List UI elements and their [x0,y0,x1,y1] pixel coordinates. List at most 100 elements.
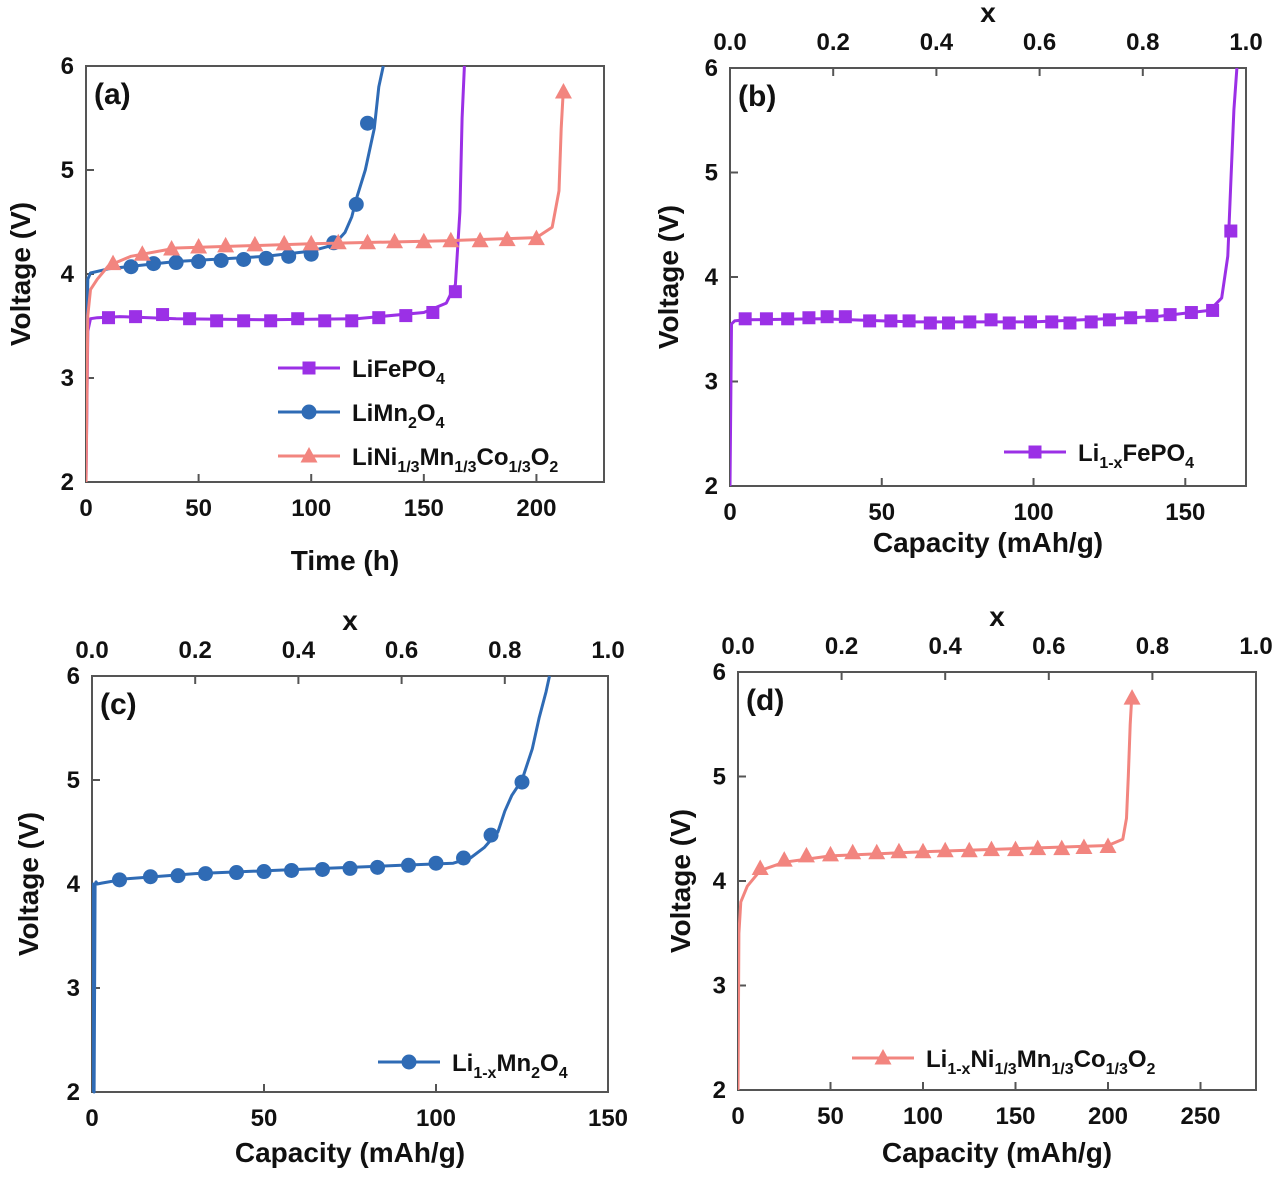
data-point-LiFePO4 [129,310,143,324]
y-tick-label: 2 [61,469,74,496]
data-point-LiMn2O4 [342,860,358,876]
data-point-LiFePO4 [210,314,224,328]
legend-marker [300,447,318,463]
data-point-NMC [133,245,151,261]
x2-tick-label: 0.6 [1032,633,1065,660]
y-tick-label: 3 [67,975,80,1002]
data-point-LiFePO4 [372,311,386,325]
x2-tick-label: 0.8 [1126,29,1159,56]
x-tick-label: 0 [723,499,736,526]
data-point-LiFePO4 [902,314,916,328]
x-tick-label: 150 [995,1103,1035,1130]
x2-tick-label: 1.0 [591,637,624,664]
legend-marker [1028,445,1042,459]
data-point-LiMn2O4 [142,869,158,885]
data-point-NMC [914,842,932,859]
x-tick-label: 200 [1088,1103,1128,1130]
data-point-LiFePO4 [802,311,816,325]
x-tick-label: 100 [1014,499,1054,526]
y-tick-label: 6 [713,659,726,686]
series-line-NMC [86,86,565,483]
data-point-NMC [386,232,404,249]
legend-label: LiFePO4 [352,356,445,388]
data-point-NMC [936,841,954,858]
data-point-NMC [844,843,862,860]
data-point-NMC [775,851,793,867]
data-point-LiMn2O4 [170,868,186,884]
data-point-NMC [868,843,886,860]
x2-tick-label: 0.0 [721,633,754,660]
data-point-NMC [217,236,235,253]
data-point-LiFePO4 [984,313,998,327]
data-point-LiMn2O4 [228,865,244,881]
y-tick-label: 6 [61,53,74,80]
x2-tick-label: 0.2 [817,29,850,56]
data-point-LiMn2O4 [360,115,376,131]
panel-label: (c) [100,688,137,721]
x-tick-label: 100 [416,1105,456,1132]
y-tick-label: 6 [705,55,718,82]
data-point-NMC [359,233,377,250]
data-point-LiFePO4 [102,311,116,325]
x2-tick-label: 1.0 [1239,633,1272,660]
data-point-NMC [554,83,572,99]
data-point-NMC [1053,839,1071,856]
data-point-LiFePO4 [1102,313,1116,327]
data-point-LiFePO4 [1002,316,1016,330]
data-point-NMC [329,233,347,250]
data-point-LiFePO4 [781,312,795,326]
y-tick-label: 2 [67,1079,80,1106]
y-tick-label: 4 [67,871,81,898]
data-point-NMC [1099,837,1117,854]
x2-tick-label: 0.4 [282,637,316,664]
y-tick-label: 4 [61,261,75,288]
legend-label: LiNi1/3Mn1/3Co1/3O2 [352,444,558,476]
plot-frame [729,67,1247,487]
data-point-LiFePO4 [1206,303,1220,317]
data-point-LiMn2O4 [112,872,128,888]
y-tick-label: 5 [705,160,718,187]
x-tick-label: 0 [85,1105,98,1132]
data-point-LiFePO4 [448,285,462,299]
data-point-NMC [246,235,264,252]
plot-frame [85,65,605,483]
x2-tick-label: 0.8 [488,637,521,664]
legend-label: Li1-xNi1/3Mn1/3Co1/3O2 [926,1046,1156,1078]
data-point-LiMn2O4 [213,252,229,268]
data-point-LiMn2O4 [236,251,252,267]
data-point-LiFePO4 [1184,306,1198,320]
data-point-LiFePO4 [1023,315,1037,329]
data-point-LiFePO4 [345,314,359,328]
x-tick-label: 0 [79,495,92,522]
data-point-LiMn2O4 [514,774,530,790]
data-point-LiFePO4 [838,310,852,324]
data-point-LiFePO4 [291,312,305,326]
y-tick-label: 5 [67,767,80,794]
x-axis-label: Capacity (mAh/g) [235,1137,465,1168]
x2-tick-label: 0.8 [1136,633,1169,660]
data-point-LiMn2O4 [314,861,330,877]
x-tick-label: 50 [251,1105,278,1132]
data-point-LiFePO4 [1163,308,1177,322]
x-tick-label: 150 [404,495,444,522]
x-tick-label: 50 [868,499,895,526]
data-point-NMC [471,231,489,248]
panel-label: (b) [738,80,776,113]
data-point-LiFePO4 [1224,224,1238,238]
panel-label: (a) [94,78,131,111]
data-point-LiMn2O4 [168,255,184,271]
x2-tick-label: 0.6 [1023,29,1056,56]
y-tick-label: 3 [705,369,718,396]
data-point-LiFePO4 [264,314,278,328]
data-point-LiMn2O4 [281,248,297,264]
data-point-NMC [1007,840,1024,857]
data-point-LiFePO4 [1045,315,1059,329]
x2-tick-label: 0.0 [713,29,746,56]
data-point-LiMn2O4 [348,196,364,212]
data-point-NMC [822,845,839,862]
panel-d: 2 3 4 5 6 0 50 100 150 200 250 0.0 0.2 0.4 0.6 0.8 1.0 x C… [665,601,1273,1168]
legend-label: Li1-xMn2O4 [452,1050,568,1082]
legend-marker [302,361,316,375]
x2-axis-label: x [342,605,358,636]
